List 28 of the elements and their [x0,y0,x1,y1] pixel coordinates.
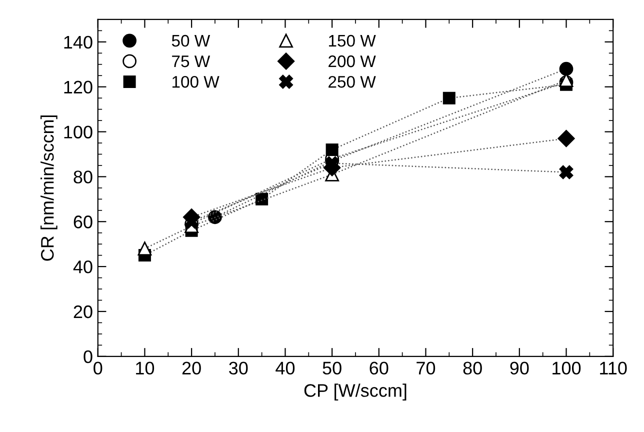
x-tick-label: 40 [276,362,295,375]
x-axis-title: CP [W/sccm] [304,384,406,400]
legend-label: 75 W [172,56,210,68]
x-tick-label: 80 [463,362,482,375]
x-tick-label: 100 [552,362,581,375]
y-tick-label: 40 [73,260,92,274]
x-tick-label: 10 [136,362,154,375]
x-tick-label: 60 [370,362,388,375]
x-tick-label: 50 [322,362,342,375]
legend-label: 150 W [328,34,376,47]
x-tick-label: 20 [182,362,201,375]
y-tick-label: 120 [64,80,92,94]
x-tick-label: 110 [600,362,627,375]
x-tick-label: 0 [94,362,102,375]
y-tick-label: 100 [64,126,92,138]
y-axis-title: CR [nm/min/sccm] [40,115,58,261]
y-tick-label: 60 [74,216,92,228]
y-tick-label: 20 [74,305,92,318]
legend-label: 200 W [328,55,376,68]
x-tick-label: 90 [510,362,529,375]
legend-label: 250 W [328,76,376,88]
y-tick-label: 80 [74,170,92,184]
legend-label: 100 W [172,76,220,88]
x-tick-label: 70 [416,362,436,375]
legend-label: 50 W [172,34,210,47]
y-tick-label: 140 [64,36,92,49]
x-tick-label: 30 [229,362,248,375]
y-tick-label: 0 [84,350,92,364]
